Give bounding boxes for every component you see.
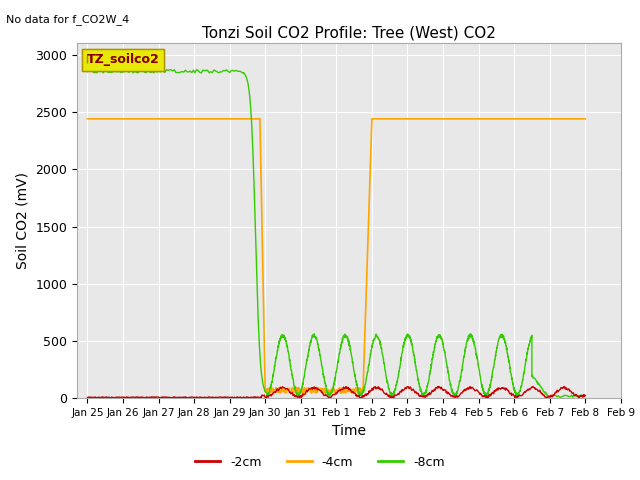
Legend: -2cm, -4cm, -8cm: -2cm, -4cm, -8cm [190,451,450,474]
Title: Tonzi Soil CO2 Profile: Tree (West) CO2: Tonzi Soil CO2 Profile: Tree (West) CO2 [202,25,496,41]
Y-axis label: Soil CO2 (mV): Soil CO2 (mV) [15,172,29,269]
Legend: TZ_soilco2: TZ_soilco2 [83,49,164,71]
X-axis label: Time: Time [332,424,366,438]
Text: No data for f_CO2W_4: No data for f_CO2W_4 [6,14,130,25]
